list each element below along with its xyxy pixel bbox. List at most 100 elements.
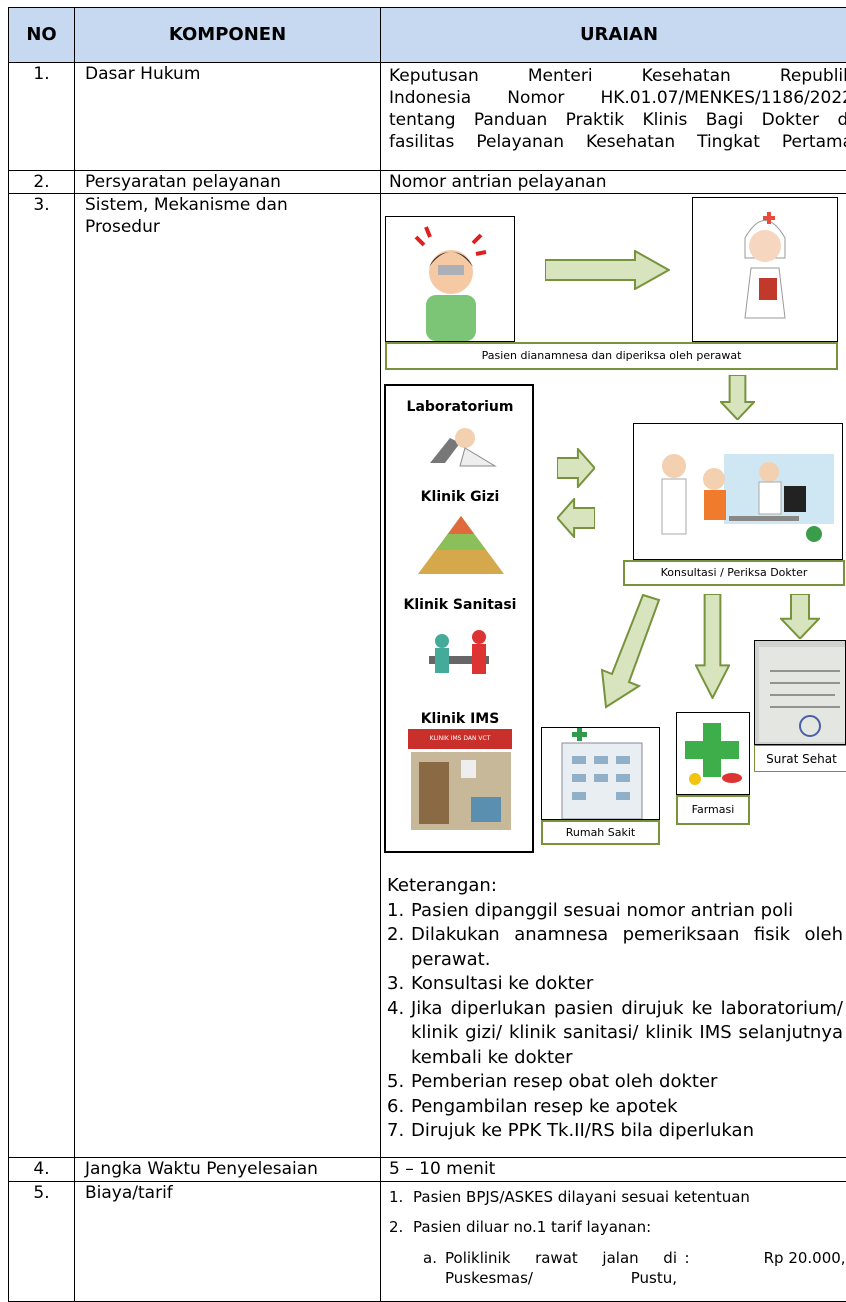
sub-label: Poliklinik rawat jalan di Puskesmas/ Pus… [445,1248,677,1288]
certificate-image [754,640,846,745]
caption: Konsultasi / Periksa Dokter [623,560,845,586]
clinic-panel: Laboratorium Klinik Gizi Klinik Sanitasi… [384,384,534,853]
header-cell: URAIAN [381,8,846,63]
arrow-down [780,594,820,639]
arrow-right [557,448,595,488]
cell-uraian: 1.Pasien BPJS/ASKES dilayani sesuai kete… [381,1182,846,1302]
lab-image [410,418,510,468]
header-cell: NO [9,8,75,63]
cell-uraian: Keputusan Menteri Kesehatan Republik Ind… [381,63,846,171]
cell-no: 1. [9,63,75,171]
item-text: Pengambilan resep ke apotek [411,1095,843,1120]
ims-image [411,752,511,830]
text-line: Keputusan Menteri Kesehatan Republik [389,65,846,87]
arrow-right [545,250,670,290]
item-text: Pasien BPJS/ASKES dilayani sesuai ketent… [413,1182,846,1212]
header-row: NO KOMPONEN URAIAN [9,8,846,63]
clinic-label: Laboratorium [386,396,534,418]
clinic-label: Klinik Sanitasi [386,594,534,616]
text-line: tentang Panduan Praktik Klinis Bagi Dokt… [389,109,846,131]
keterangan: Keterangan: 1.Pasien dipanggil sesuai no… [387,874,843,1144]
cell-no: 2. [9,171,75,194]
row: 1. Dasar Hukum Keputusan Menteri Kesehat… [9,63,846,171]
keterangan-item: 2.Dilakukan anamnesa pemeriksaan fisik o… [387,923,843,972]
keterangan-list: 1.Pasien dipanggil sesuai nomor antrian … [387,899,843,1144]
cell-no: 5. [9,1182,75,1302]
cell-uraian: Nomor antrian pelayanan [381,171,846,194]
item-text: Konsultasi ke dokter [411,972,843,997]
row: 2. Persyaratan pelayanan Nomor antrian p… [9,171,846,194]
caption: Rumah Sakit [541,820,660,845]
nurse-illustration [693,198,837,341]
arrow-left [557,498,595,538]
pharmacy-image [676,712,750,795]
item-number: 6. [387,1095,411,1120]
item-number: 7. [387,1119,411,1144]
flow-diagram: Pasien dianamnesa dan diperiksa oleh per… [381,194,846,1157]
arrow-down [695,594,730,699]
hospital-illustration [542,728,659,819]
doctor-illustration [634,424,842,559]
item-text: Dilakukan anamnesa pemeriksaan fisik ole… [411,923,843,972]
cell-komponen: Sistem, Mekanisme dan Prosedur [75,194,381,1158]
hospital-image [541,727,660,820]
item-text: Jika diperlukan pasien dirujuk ke labora… [411,997,843,1071]
caption: Farmasi [676,795,750,825]
item-text: Pasien dipanggil sesuai nomor antrian po… [411,899,843,924]
item-number: 2. [389,1212,413,1242]
keterangan-item: 3.Konsultasi ke dokter [387,972,843,997]
keterangan-title: Keterangan: [387,874,843,899]
sub-colon: : [677,1248,697,1288]
text-line: fasilitas Pelayanan Kesehatan Tingkat Pe… [389,131,846,153]
cell-no: 3. [9,194,75,1158]
row: 4. Jangka Waktu Penyelesaian 5 – 10 meni… [9,1158,846,1182]
keterangan-item: 6.Pengambilan resep ke apotek [387,1095,843,1120]
clinic-label: Klinik IMS [386,708,534,730]
cell-komponen: Dasar Hukum [75,63,381,171]
cell-uraian: 5 – 10 menit [381,1158,846,1182]
patient-image [385,216,515,342]
doctor-image [633,423,843,560]
fee-item: 2.Pasien diluar no.1 tarif layanan: [389,1212,846,1242]
keterangan-item: 7.Dirujuk ke PPK Tk.II/RS bila diperluka… [387,1119,843,1144]
item-number: 2. [387,923,411,972]
item-number: 5. [387,1070,411,1095]
sub-price: Rp 20.000,- [697,1248,846,1288]
sanitasi-image [424,621,499,689]
arrow-diagonal [596,594,661,709]
nurse-image [692,197,838,342]
row: 5. Biaya/tarif 1.Pasien BPJS/ASKES dilay… [9,1182,846,1302]
cell-komponen: Biaya/tarif [75,1182,381,1302]
clinic-label: Klinik Gizi [386,486,534,508]
arrow-down [720,375,755,420]
item-number: 1. [387,899,411,924]
ims-sign: KLINIK IMS DAN VCT [408,729,512,749]
item-text: Pemberian resep obat oleh dokter [411,1070,843,1095]
pharmacy-illustration [677,713,749,794]
header-cell: KOMPONEN [75,8,381,63]
fee-item: 1.Pasien BPJS/ASKES dilayani sesuai kete… [389,1182,846,1212]
caption: Surat Sehat [754,745,846,772]
cell-komponen: Persyaratan pelayanan [75,171,381,194]
item-text: Dirujuk ke PPK Tk.II/RS bila diperlukan [411,1119,843,1144]
row: 3. Sistem, Mekanisme dan Prosedur [9,194,846,1158]
cell-komponen: Jangka Waktu Penyelesaian [75,1158,381,1182]
item-number: 1. [389,1182,413,1212]
fee-subitem: a. Poliklinik rawat jalan di Puskesmas/ … [389,1242,846,1288]
caption: Pasien dianamnesa dan diperiksa oleh per… [385,342,838,370]
keterangan-item: 4.Jika diperlukan pasien dirujuk ke labo… [387,997,843,1071]
patient-illustration [386,217,514,341]
cell-uraian: Pasien dianamnesa dan diperiksa oleh per… [381,194,846,1158]
certificate-illustration [755,641,846,744]
gizi-image [416,514,506,579]
item-number: 4. [387,997,411,1071]
keterangan-item: 1.Pasien dipanggil sesuai nomor antrian … [387,899,843,924]
cell-no: 4. [9,1158,75,1182]
item-number: 3. [387,972,411,997]
sub-letter: a. [423,1248,445,1288]
item-text: Pasien diluar no.1 tarif layanan: [413,1212,846,1242]
service-table: NO KOMPONEN URAIAN 1. Dasar Hukum Keputu… [8,7,846,1302]
keterangan-item: 5.Pemberian resep obat oleh dokter [387,1070,843,1095]
text-line: Indonesia Nomor HK.01.07/MENKES/1186/202… [389,87,846,109]
